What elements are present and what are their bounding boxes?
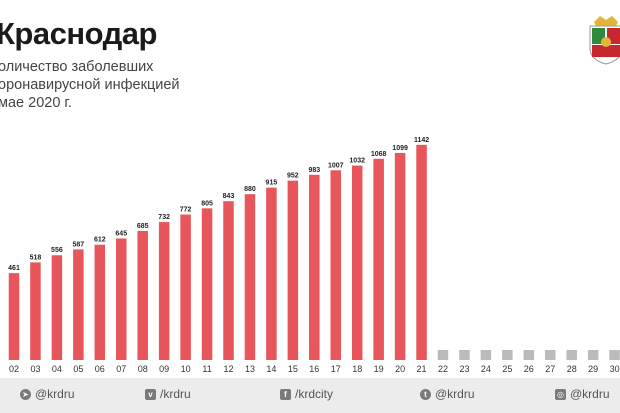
bar <box>416 144 427 360</box>
telegram-icon: ➤ <box>20 388 31 400</box>
x-tick-label: 05 <box>73 364 83 374</box>
bar <box>223 201 234 360</box>
placeholder-bar <box>545 350 556 360</box>
bar-value-label: 880 <box>244 186 256 193</box>
bar <box>180 214 191 360</box>
bar-value-label: 983 <box>308 167 320 174</box>
bar <box>351 165 363 360</box>
x-tick-label: 08 <box>138 364 148 374</box>
x-tick-label: 30 <box>610 364 620 374</box>
bar-value-label: 1032 <box>349 158 365 165</box>
bar <box>330 170 341 360</box>
social-telegram[interactable]: ➤ @krdru <box>20 387 75 401</box>
bar <box>373 158 384 360</box>
social-label: /krdru <box>160 387 191 401</box>
x-tick-label: 18 <box>352 364 362 374</box>
bar <box>287 180 299 360</box>
x-tick-label: 11 <box>202 364 211 374</box>
social-vk[interactable]: v /krdru <box>145 387 191 401</box>
x-tick-label: 27 <box>545 364 555 374</box>
chart-title: Краснодар <box>0 16 157 51</box>
x-tick-label: 07 <box>116 364 126 374</box>
social-label: @krdru <box>35 387 75 401</box>
placeholder-bar <box>480 350 492 360</box>
bar-value-label: 805 <box>201 200 213 207</box>
bar-value-label: 732 <box>158 214 170 221</box>
x-tick-label: 26 <box>524 364 534 374</box>
facebook-icon: f <box>280 388 291 400</box>
bar-value-label: 518 <box>30 254 42 261</box>
placeholder-bar <box>609 350 620 360</box>
bar-value-label: 1099 <box>392 145 408 152</box>
social-twitter[interactable]: t @krdru <box>420 387 475 401</box>
x-tick-label: 20 <box>395 364 405 374</box>
x-tick-label: 03 <box>30 364 40 374</box>
x-tick-label: 16 <box>309 364 319 374</box>
x-tick-label: 17 <box>331 364 341 374</box>
bar <box>394 152 406 360</box>
bar-value-label: 952 <box>287 173 299 180</box>
bar-value-label: 1007 <box>328 162 344 169</box>
x-tick-label: 10 <box>181 364 191 374</box>
x-tick-label: 29 <box>588 364 598 374</box>
bar-value-label: 612 <box>94 237 106 244</box>
social-label: @krdru <box>435 387 475 401</box>
placeholder-bar <box>437 350 449 360</box>
placeholder-bar <box>587 350 599 360</box>
placeholder-bar <box>459 350 470 360</box>
bar <box>244 194 256 360</box>
bar-value-label: 461 <box>8 265 20 272</box>
x-tick-label: 06 <box>95 364 105 374</box>
bar-value-label: 587 <box>73 241 85 248</box>
bar-value-label: 843 <box>223 193 235 200</box>
placeholder-bar <box>502 350 513 360</box>
x-tick-label: 13 <box>245 364 255 374</box>
instagram-icon: ◎ <box>555 388 566 400</box>
chart-subtitle: оличество заболевших оронавирусной инфек… <box>0 59 180 111</box>
social-label: @krdru <box>570 387 610 401</box>
bar <box>201 208 213 360</box>
bar <box>137 230 148 360</box>
x-tick-label: 28 <box>567 364 577 374</box>
x-tick-label: 14 <box>266 364 276 374</box>
bar-value-label: 772 <box>180 207 192 214</box>
placeholder-bar <box>566 350 577 360</box>
bar <box>8 273 20 360</box>
x-tick-label: 23 <box>459 364 469 374</box>
bar <box>158 222 170 360</box>
x-tick-label: 12 <box>223 364 233 374</box>
twitter-icon: t <box>420 388 431 400</box>
x-tick-label: 22 <box>438 364 448 374</box>
social-label: /krdcity <box>295 387 334 401</box>
bar-value-label: 915 <box>266 180 278 187</box>
social-instagram[interactable]: ◎ @krdru <box>555 387 610 401</box>
social-facebook[interactable]: f /krdcity <box>280 387 333 401</box>
bar <box>116 238 127 360</box>
x-tick-label: 04 <box>52 364 62 374</box>
x-tick-label: 19 <box>374 364 384 374</box>
x-tick-label: 24 <box>481 364 491 374</box>
bar-value-label: 1068 <box>371 151 387 158</box>
bar <box>73 249 84 360</box>
bar <box>51 255 63 360</box>
bar <box>266 187 277 360</box>
x-tick-label: 09 <box>159 364 169 374</box>
vk-icon: v <box>145 388 156 400</box>
x-tick-label: 21 <box>417 364 427 374</box>
bar-value-label: 685 <box>137 223 149 230</box>
bar <box>94 244 106 360</box>
x-tick-label: 25 <box>502 364 512 374</box>
bar-value-label: 556 <box>51 247 63 254</box>
bar <box>309 174 320 360</box>
footer-social-bar: ➤ @krdru v /krdru f /krdcity t @krdru ◎ … <box>0 378 620 413</box>
placeholder-bar <box>523 350 535 360</box>
bar-value-label: 645 <box>115 230 127 237</box>
city-coat-of-arms-icon <box>589 16 620 65</box>
x-tick-label: 15 <box>288 364 298 374</box>
bar-value-label: 1142 <box>414 137 429 144</box>
x-tick-label: 02 <box>9 364 19 374</box>
bar <box>30 262 41 360</box>
